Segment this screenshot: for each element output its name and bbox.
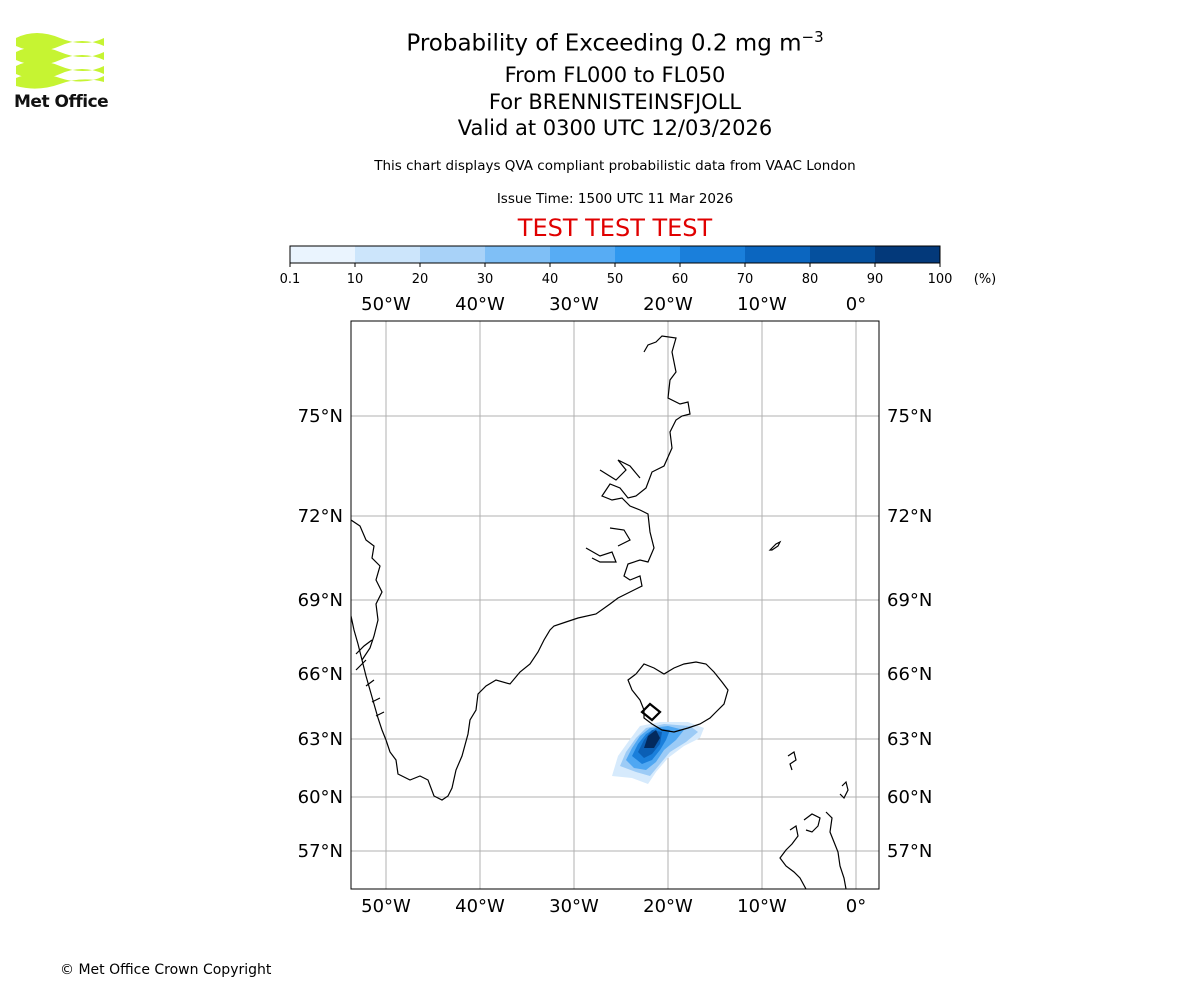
latitude-label-left: 60°N — [298, 787, 343, 808]
met-office-logo: Met Office — [14, 30, 109, 112]
colorbar-tick-label: 60 — [672, 272, 689, 287]
colorbar-cell — [355, 246, 421, 263]
latitude-label-right: 63°N — [887, 729, 932, 750]
longitude-label-top: 0° — [846, 294, 866, 315]
plume-core — [644, 730, 660, 748]
latitude-label-right: 57°N — [887, 841, 932, 862]
latitude-label-right: 60°N — [887, 787, 932, 808]
iceland-coast — [627, 661, 729, 733]
latitude-label-right: 72°N — [887, 506, 932, 527]
colorbar-tick-label: 100 — [928, 272, 953, 287]
greenland-west-inlets — [355, 639, 385, 717]
latitude-label-left: 69°N — [298, 590, 343, 611]
chart-title: Probability of Exceeding 0.2 mg m−3 — [0, 28, 1200, 57]
chart-title-text: Probability of Exceeding 0.2 mg m — [406, 30, 802, 57]
flight-level-range: From FL000 to FL050 — [504, 63, 726, 87]
greenland-fjord-3 — [609, 527, 631, 547]
coastlines — [351, 335, 849, 889]
longitude-label-top: 20°W — [643, 294, 693, 315]
colorbar-cell — [615, 246, 681, 263]
greenland-coast — [351, 335, 691, 801]
chart-subtitle: This chart displays QVA compliant probab… — [374, 158, 856, 174]
colorbar-cell — [745, 246, 811, 263]
colorbar-cell — [550, 246, 616, 263]
colorbar-cell — [875, 246, 941, 263]
map-area: 50°W 50°W 40°W 40°W 30°W 30°W 20°W 20°W 10°W 10°W… — [298, 294, 933, 917]
greenland-west-coast — [351, 519, 383, 661]
latitude-label-right: 66°N — [887, 664, 932, 685]
colorbar-unit: (%) — [974, 272, 997, 287]
ash-probability-plume — [612, 722, 704, 784]
latitude-label-right: 69°N — [887, 590, 932, 611]
longitude-label-bottom: 50°W — [361, 896, 411, 917]
colorbar-cell — [485, 246, 551, 263]
colorbar-cell — [810, 246, 876, 263]
orkney-islands — [803, 813, 821, 833]
longitude-label-bottom: 30°W — [549, 896, 599, 917]
colorbar-tick-label: 30 — [477, 272, 494, 287]
colorbar: 0.1 10 20 30 40 50 60 70 80 90 100 (%) — [280, 245, 997, 287]
latitude-label-left: 72°N — [298, 506, 343, 527]
colorbar-tick-label: 10 — [347, 272, 364, 287]
latitude-label-left: 75°N — [298, 406, 343, 427]
map-frame — [350, 320, 880, 890]
longitude-label-top: 30°W — [549, 294, 599, 315]
colorbar-tick-label: 80 — [802, 272, 819, 287]
jan-mayen-island — [768, 540, 782, 551]
copyright-notice: © Met Office Crown Copyright — [60, 962, 272, 978]
colorbar-tick-label: 0.1 — [280, 272, 301, 287]
colorbar-cell — [290, 246, 356, 263]
faroe-islands — [787, 751, 797, 771]
colorbar-cell — [420, 246, 486, 263]
longitude-label-top: 50°W — [361, 294, 411, 315]
met-office-logo-text: Met Office — [14, 92, 109, 112]
longitude-label-bottom: 40°W — [455, 896, 505, 917]
colorbar-tick-label: 20 — [412, 272, 429, 287]
longitude-label-bottom: 20°W — [643, 896, 693, 917]
latitude-label-left: 63°N — [298, 729, 343, 750]
greenland-fjord-2 — [585, 547, 617, 563]
colorbar-tick-label: 70 — [737, 272, 754, 287]
chart-title-exponent: −3 — [801, 28, 824, 46]
met-office-waves-icon — [16, 33, 104, 89]
issue-time: Issue Time: 1500 UTC 11 Mar 2026 — [496, 191, 734, 207]
volcano-marker — [640, 702, 662, 722]
test-banner: TEST TEST TEST — [517, 214, 713, 242]
colorbar-tick-label: 50 — [607, 272, 624, 287]
scotland-coast — [779, 811, 847, 889]
latitude-label-right: 75°N — [887, 406, 932, 427]
colorbar-cell — [680, 246, 746, 263]
longitude-label-bottom: 10°W — [737, 896, 787, 917]
longitude-label-top: 10°W — [737, 294, 787, 315]
colorbar-tick-label: 40 — [542, 272, 559, 287]
longitude-label-top: 40°W — [455, 294, 505, 315]
colorbar-tick-label: 90 — [867, 272, 884, 287]
valid-time: Valid at 0300 UTC 12/03/2026 — [457, 116, 773, 140]
latitude-label-left: 57°N — [298, 841, 343, 862]
volcano-name: For BRENNISTEINSFJOLL — [488, 90, 742, 114]
greenland-fjord-1 — [599, 459, 641, 481]
longitude-label-bottom: 0° — [846, 896, 866, 917]
shetland-islands — [839, 780, 849, 800]
latitude-label-left: 66°N — [298, 664, 343, 685]
